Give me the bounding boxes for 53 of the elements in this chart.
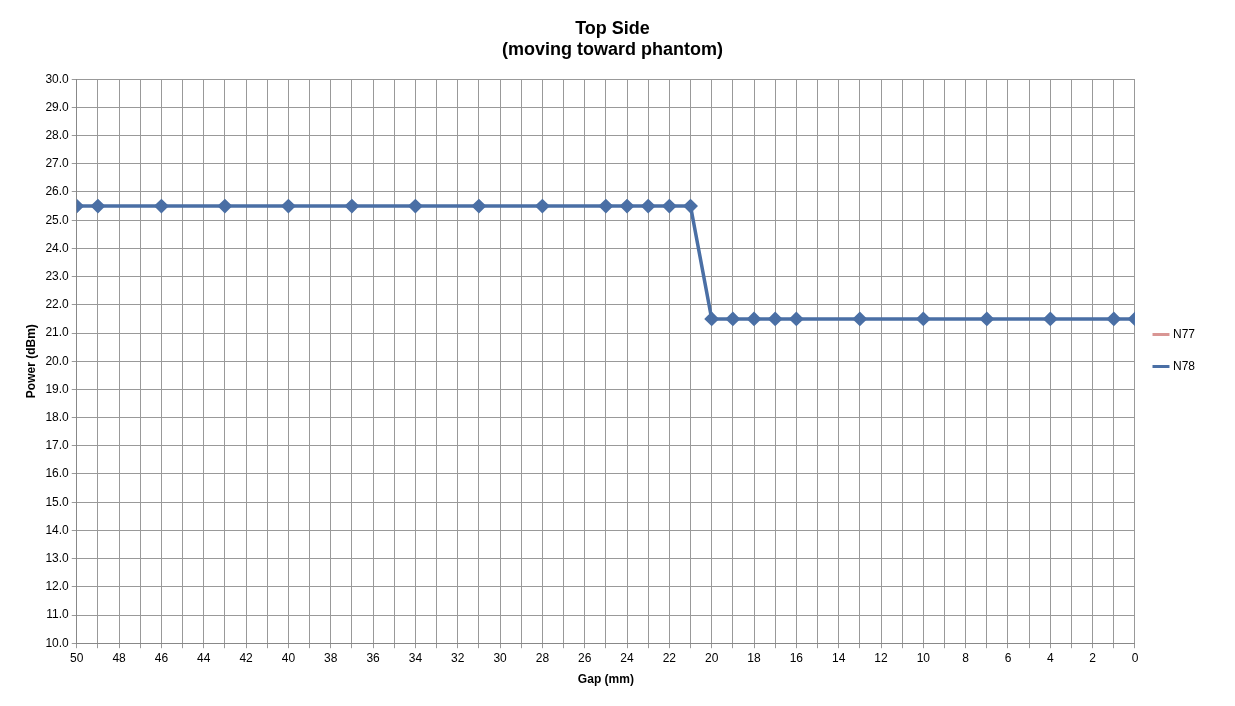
y-tick-label: 22.0 xyxy=(45,297,70,312)
x-tick-label: 32 xyxy=(451,650,465,665)
x-tick-label: 20 xyxy=(705,650,719,665)
x-tick-label: 34 xyxy=(408,650,423,665)
y-tick-label: 24.0 xyxy=(45,240,70,255)
x-tick-label: 36 xyxy=(366,650,381,665)
x-tick-label: 8 xyxy=(962,650,970,665)
y-tick-label: 29.0 xyxy=(45,99,70,114)
y-tick-label: 21.0 xyxy=(45,325,70,340)
x-tick-label: 42 xyxy=(239,650,254,665)
legend-label: N78 xyxy=(1172,358,1196,373)
x-tick-label: 0 xyxy=(1131,650,1139,665)
x-axis-title: Gap (mm) xyxy=(577,672,634,687)
x-tick-label: 22 xyxy=(662,650,677,665)
y-tick-label: 11.0 xyxy=(46,607,70,622)
y-tick-label: 17.0 xyxy=(45,438,70,453)
x-tick-label: 24 xyxy=(620,650,635,665)
x-tick-label: 10 xyxy=(916,650,931,665)
chart-subtitle: (moving toward phantom) xyxy=(502,39,723,60)
x-tick-label: 14 xyxy=(832,650,846,665)
y-tick-label: 19.0 xyxy=(45,381,70,396)
y-tick-label: 10.0 xyxy=(45,635,70,650)
y-tick-label: 28.0 xyxy=(45,127,70,142)
y-tick-label: 18.0 xyxy=(45,409,70,424)
x-tick-label: 30 xyxy=(493,650,508,665)
y-tick-label: 15.0 xyxy=(45,494,70,509)
x-tick-label: 40 xyxy=(281,650,296,665)
y-tick-label: 25.0 xyxy=(45,212,70,227)
y-tick-label: 26.0 xyxy=(45,184,70,199)
y-tick-label: 23.0 xyxy=(45,268,70,283)
y-tick-label: 14.0 xyxy=(45,522,70,537)
y-tick-label: 27.0 xyxy=(45,156,70,171)
y-tick-label: 12.0 xyxy=(45,579,70,594)
x-tick-label: 16 xyxy=(789,650,804,665)
x-tick-label: 38 xyxy=(324,650,338,665)
x-tick-label: 46 xyxy=(154,650,169,665)
x-tick-label: 2 xyxy=(1089,650,1097,665)
x-tick-label: 4 xyxy=(1046,650,1054,665)
x-tick-label: 18 xyxy=(747,650,762,665)
x-tick-label: 50 xyxy=(70,650,84,665)
x-tick-label: 48 xyxy=(112,650,127,665)
legend-label: N77 xyxy=(1172,326,1196,341)
x-tick-label: 6 xyxy=(1004,650,1012,665)
chart-title: Top Side xyxy=(575,17,650,38)
y-axis-title: Power (dBm) xyxy=(23,324,38,399)
y-tick-label: 20.0 xyxy=(45,353,70,368)
y-tick-label: 30.0 xyxy=(45,71,70,86)
x-tick-label: 26 xyxy=(578,650,592,665)
y-tick-label: 13.0 xyxy=(45,550,70,565)
x-tick-label: 12 xyxy=(874,650,889,665)
y-tick-label: 16.0 xyxy=(45,466,70,481)
x-tick-label: 44 xyxy=(197,650,211,665)
x-tick-label: 28 xyxy=(535,650,550,665)
